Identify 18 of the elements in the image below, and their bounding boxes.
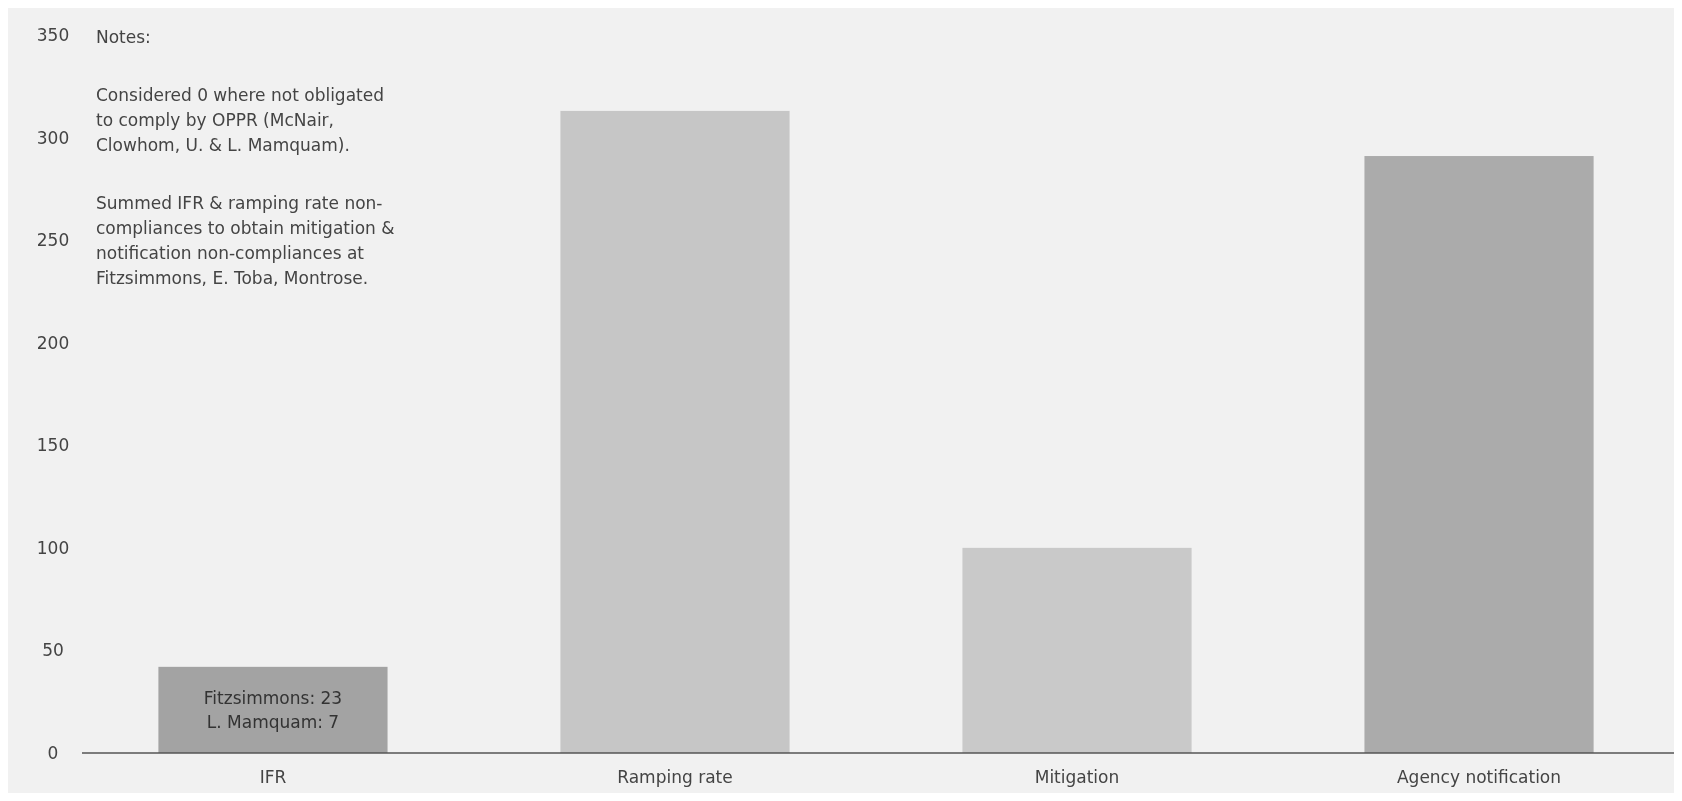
y-tick-label: 300 xyxy=(36,127,70,148)
x-tick-label: IFR xyxy=(259,767,287,787)
y-tick-label: 100 xyxy=(36,537,70,558)
y-tick-label: 250 xyxy=(36,230,70,251)
bar xyxy=(962,547,1192,753)
text: Notes: Considered 0 where not obligated to comply by OPPR (McNair, Clowhom, U. & L. Mamquam). Summed IFR & ramping rate non- compliances to obtain mitigation & notification non-compliances at Fitzsimmons, E. Toba, Montrose. xyxy=(96,27,395,288)
annotation: Fitzsimmons: 23 L. Mamquam: 7 xyxy=(203,687,343,732)
y-tick-label: 200 xyxy=(36,332,70,353)
bar xyxy=(158,666,388,753)
y-tick-label: 150 xyxy=(36,435,70,456)
x-tick-label: Mitigation xyxy=(1034,767,1120,787)
x-tick-label: Ramping rate xyxy=(617,767,733,787)
x-tick-label: Agency notification xyxy=(1396,767,1562,787)
bar xyxy=(560,110,790,753)
y-tick-label: 0 xyxy=(47,742,59,763)
y-tick-label: 50 xyxy=(42,640,64,661)
bar xyxy=(1364,156,1594,753)
y-tick-label: 350 xyxy=(36,24,70,45)
